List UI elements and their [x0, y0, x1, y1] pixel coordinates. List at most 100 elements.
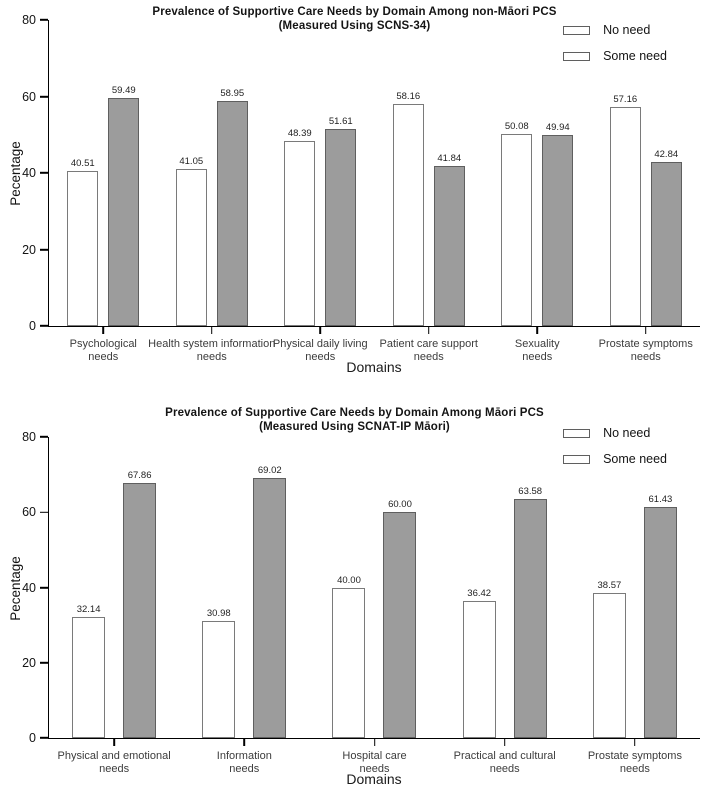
bar-some-need: 67.86 [123, 470, 157, 738]
bar-some-need: 63.58 [513, 486, 547, 738]
chart-title-line1: Prevalence of Supportive Care Needs by D… [152, 6, 557, 18]
bar-value-label: 30.98 [206, 608, 231, 620]
y-axis-tick-label: 40 [22, 166, 36, 180]
no-need-swatch [563, 428, 591, 438]
chart-maori: Prevalence of Supportive Care Needs by D… [0, 399, 709, 798]
bar-some-need: 49.94 [542, 122, 574, 326]
category-label: Practical and cultural needs [454, 750, 556, 776]
bar-some-need: 51.61 [325, 116, 357, 326]
x-axis-tick [644, 326, 647, 334]
bar-value-label: 60.00 [388, 499, 412, 511]
bar-some-need: 59.49 [108, 86, 140, 326]
y-axis-tick-label: 0 [29, 319, 36, 333]
bar-group: 57.16 42.84 [592, 20, 701, 326]
category-label-line: needs [522, 351, 553, 363]
chart-title: Prevalence of Supportive Care Needs by D… [0, 406, 709, 434]
bar-some-need: 42.84 [650, 150, 682, 326]
category-label-line: needs [305, 351, 336, 363]
y-axis-tick [40, 511, 48, 514]
category-label: Prostate symptoms needs [599, 338, 693, 364]
category-label-line: Hospital care [342, 750, 407, 762]
y-axis-tick-label: 60 [22, 505, 36, 520]
legend-item-some-need: Some need [563, 452, 667, 466]
bar-no-need: 38.57 [592, 580, 626, 738]
x-axis-tick [319, 326, 322, 334]
y-axis-tick [40, 172, 48, 174]
x-axis-tick [427, 326, 430, 334]
bar-value-label: 49.94 [545, 121, 570, 133]
x-axis-tick [536, 326, 539, 334]
bar-no-need: 41.05 [175, 156, 207, 326]
plot-area: 0 20 40 60 80 32.14 67.86 Physical and emotiona… [22, 431, 700, 775]
legend: No need Some need [563, 23, 667, 63]
bar-some-need: 69.02 [253, 466, 287, 738]
x-axis-tick [210, 326, 213, 334]
bar-value-label: 50.08 [504, 121, 529, 133]
category-label-line: Practical and cultural [453, 750, 556, 762]
bar-value-label: 67.86 [127, 469, 152, 481]
category-label-line: Physical and emotional [57, 750, 171, 762]
bar-group: 36.42 63.58 [440, 437, 570, 738]
x-axis-label: Domains [346, 359, 402, 375]
chart-title: Prevalence of Supportive Care Needs by D… [0, 5, 709, 33]
legend-label: No need [603, 426, 651, 440]
bar-value-label: 41.84 [437, 152, 462, 164]
category-label: Prostate symptoms needs [588, 750, 682, 776]
bar-value-label: 58.95 [220, 87, 245, 99]
y-axis-tick-label: 20 [22, 655, 36, 670]
legend-label: Some need [603, 452, 667, 466]
bar-some-need: 41.84 [433, 153, 465, 326]
category-label: Physical daily living needs [273, 338, 368, 364]
category-label-line: needs [359, 763, 390, 775]
category-label: Hospital care needs [342, 750, 406, 776]
some-need-swatch [563, 454, 591, 464]
y-axis-tick-label: 60 [22, 89, 36, 104]
category-label: Health system information needs [148, 338, 275, 364]
bar-some-need: 61.43 [643, 494, 677, 738]
bar-some-need: 60.00 [383, 500, 417, 738]
chart-title-line2: (Measured Using SCNAT-IP Māori) [259, 421, 450, 433]
x-axis-tick [373, 738, 376, 746]
bar-value-label: 42.84 [654, 149, 679, 161]
bar-no-need: 40.51 [67, 159, 99, 326]
chart-non-maori: Prevalence of Supportive Care Needs by D… [0, 5, 709, 375]
bar-value-label: 40.51 [70, 158, 95, 170]
legend-item-no-need: No need [563, 23, 667, 37]
category-label-line: needs [229, 763, 260, 775]
category-label-line: needs [630, 351, 661, 363]
y-axis-tick [40, 737, 48, 739]
bar-no-need: 30.98 [202, 609, 236, 738]
bar-value-label: 61.43 [648, 493, 673, 505]
category-label-line: Information [216, 750, 272, 762]
y-axis-tick [40, 661, 48, 664]
bar-no-need: 48.39 [284, 128, 316, 326]
bar-value-label: 63.58 [518, 485, 543, 497]
category-label-line: needs [196, 351, 227, 363]
y-axis-tick-label: 20 [22, 242, 36, 257]
bar-no-need: 57.16 [609, 95, 641, 326]
bar-value-label: 58.16 [396, 90, 421, 102]
bar-group: 48.39 51.61 [266, 20, 375, 326]
y-axis-tick [40, 95, 48, 98]
x-axis-tick [503, 738, 506, 746]
category-label-line: Health system information [148, 338, 276, 350]
legend-item-some-need: Some need [563, 49, 667, 63]
no-need-swatch [563, 25, 591, 35]
legend: No need Some need [563, 426, 667, 466]
bar-group: 30.98 69.02 [179, 437, 309, 738]
plot-area: 0 20 40 60 80 40.51 59.49 Psychological needs 41.… [22, 14, 701, 363]
y-axis-tick [40, 248, 48, 251]
bar-value-label: 36.42 [467, 587, 492, 599]
y-axis-tick-label: 80 [22, 13, 36, 27]
x-axis-label: Domains [346, 771, 402, 787]
y-axis-tick [40, 436, 48, 438]
legend-item-no-need: No need [563, 426, 667, 440]
y-axis-tick [40, 19, 48, 21]
y-axis-tick-label: 80 [22, 430, 36, 444]
bar-group: 40.00 60.00 [309, 437, 439, 738]
category-label-line: Prostate symptoms [598, 338, 693, 350]
chart-title-line2: (Measured Using SCNS-34) [278, 20, 431, 32]
y-axis-tick [40, 586, 48, 589]
bar-group: 58.16 41.84 [375, 20, 484, 326]
